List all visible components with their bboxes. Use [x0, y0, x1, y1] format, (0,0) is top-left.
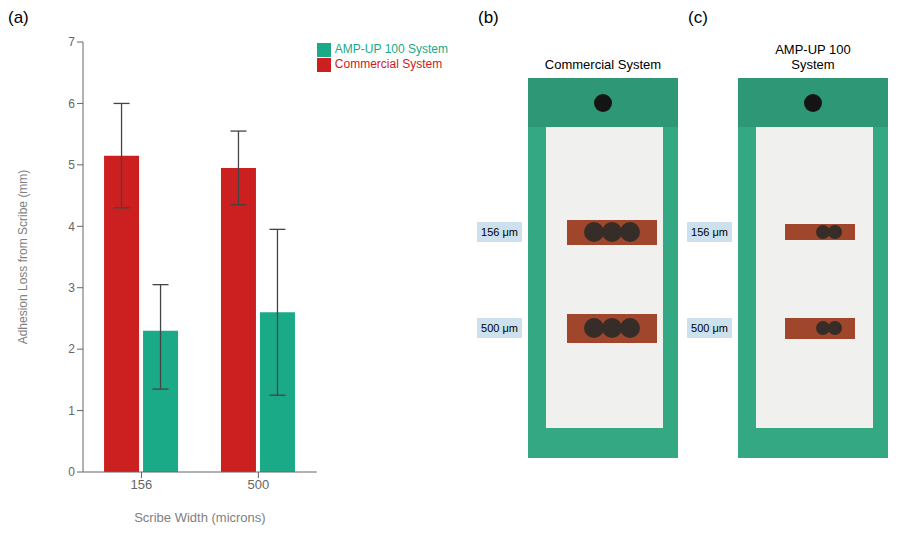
- svg-text:0: 0: [68, 465, 75, 479]
- html-text:(c): (c): [688, 8, 708, 27]
- svg-text:2: 2: [68, 342, 75, 356]
- svg-text:500: 500: [248, 477, 270, 492]
- html-text:156 μm: 156 μm: [691, 226, 728, 239]
- svg-text:5: 5: [68, 158, 75, 172]
- html-text:AMP-UP 100 System: AMP-UP 100 System: [775, 42, 851, 72]
- html-text:500 μm: 500 μm: [691, 322, 728, 335]
- html-text:Commercial System: Commercial System: [544, 57, 662, 72]
- html-text:156 μm: 156 μm: [481, 226, 518, 239]
- svg-text:4: 4: [68, 220, 75, 234]
- svg-text:Adhesion Loss from Scribe (mm): Adhesion Loss from Scribe (mm): [16, 170, 30, 345]
- html-text:(b): (b): [478, 8, 499, 27]
- html-text:Commercial System: Commercial System: [334, 56, 443, 71]
- svg-text:6: 6: [68, 97, 75, 111]
- html-text:(a): (a): [8, 8, 29, 27]
- html-text:AMP-UP 100 System: AMP-UP 100 System: [334, 42, 448, 56]
- svg-text:3: 3: [68, 281, 75, 295]
- svg-text:156: 156: [131, 477, 153, 492]
- svg-text:1: 1: [68, 404, 75, 418]
- svg-text:7: 7: [68, 35, 75, 49]
- html-text:500 μm: 500 μm: [481, 322, 518, 335]
- svg-text:Scribe Width (microns): Scribe Width (microns): [134, 510, 265, 525]
